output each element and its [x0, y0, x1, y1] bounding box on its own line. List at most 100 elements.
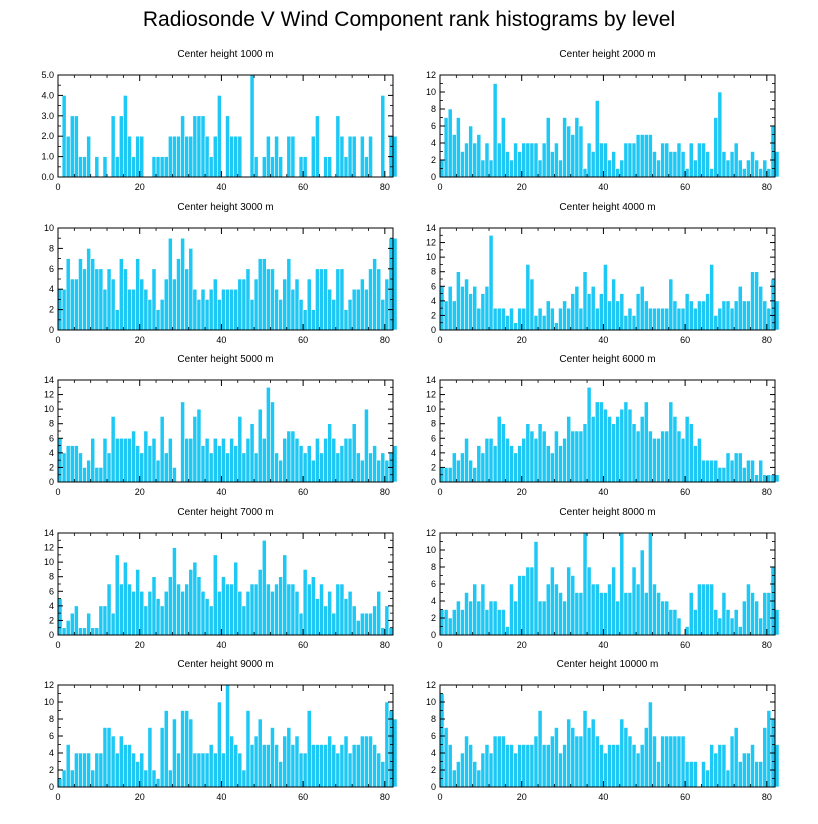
bar: [302, 309, 308, 331]
bar: [131, 590, 136, 636]
bar: [570, 134, 576, 178]
bar: [562, 300, 567, 331]
bar: [82, 627, 87, 636]
bar: [529, 744, 535, 788]
bar: [351, 135, 357, 178]
bar: [90, 769, 96, 788]
bar: [339, 583, 345, 636]
bar: [623, 315, 629, 331]
bar: [439, 609, 445, 636]
bar: [78, 258, 83, 331]
bar: [294, 735, 300, 788]
bar: [102, 727, 108, 788]
bar: [306, 583, 312, 636]
bar: [192, 115, 198, 178]
bar: [688, 761, 694, 788]
bar: [615, 168, 621, 178]
bar: [294, 278, 300, 331]
bar: [492, 307, 498, 331]
bar: [713, 315, 719, 331]
bar: [545, 744, 551, 788]
bar: [468, 459, 473, 483]
bar: [488, 437, 494, 483]
bar: [594, 401, 600, 483]
bar: [168, 769, 173, 788]
bar: [476, 307, 482, 331]
bar: [676, 617, 682, 636]
bar: [302, 156, 308, 178]
bar: [742, 752, 747, 788]
bar: [298, 299, 304, 331]
bar: [127, 744, 132, 788]
bar: [270, 268, 275, 331]
x-tick-label: 60: [680, 487, 690, 497]
bar: [208, 452, 214, 483]
bar: [578, 125, 584, 178]
bar: [139, 590, 145, 636]
bar: [447, 617, 453, 636]
bar: [566, 416, 572, 483]
panel-title: Center height 6000 m: [559, 354, 655, 365]
bar: [172, 467, 177, 483]
x-tick-label: 80: [380, 640, 390, 650]
bar: [742, 168, 747, 178]
bar: [151, 156, 157, 178]
bar: [274, 135, 279, 178]
bar: [351, 744, 357, 788]
y-tick-label: 0: [431, 477, 436, 487]
bar: [627, 592, 633, 636]
bar: [460, 452, 465, 483]
bar: [554, 430, 559, 483]
bar: [315, 268, 320, 331]
bar: [159, 727, 165, 788]
bar: [65, 445, 71, 483]
bar: [500, 117, 506, 178]
bar: [286, 258, 292, 331]
y-tick-label: 0: [431, 630, 436, 640]
bar: [180, 710, 185, 788]
bar: [488, 600, 494, 636]
bar: [315, 437, 320, 483]
bar: [282, 278, 288, 331]
bar: [335, 752, 341, 788]
bar: [750, 744, 755, 788]
bar: [351, 605, 357, 636]
bar: [368, 612, 373, 636]
bar: [278, 156, 283, 178]
bar: [672, 609, 678, 636]
bar: [505, 315, 510, 331]
bar: [729, 735, 735, 788]
bar: [517, 151, 523, 178]
bar: [131, 430, 136, 483]
bar: [762, 474, 768, 483]
x-tick-label: 40: [598, 182, 608, 192]
bar: [541, 430, 547, 483]
bar: [380, 299, 386, 331]
bar: [204, 299, 210, 331]
bar: [392, 135, 398, 178]
bar: [253, 156, 259, 178]
bar: [484, 142, 490, 178]
y-tick-label: 0: [49, 782, 54, 792]
y-tick-label: 2: [49, 305, 54, 315]
bar: [517, 307, 523, 331]
bar: [774, 151, 780, 178]
bar: [586, 727, 592, 788]
bar: [257, 408, 263, 483]
bar: [611, 423, 616, 483]
bar: [717, 467, 723, 483]
bar: [94, 268, 100, 331]
bar: [225, 684, 230, 788]
bar: [500, 307, 506, 331]
bar: [652, 151, 657, 178]
bar: [619, 718, 625, 788]
bar: [278, 761, 283, 788]
bar: [590, 718, 596, 788]
bar: [249, 423, 255, 483]
panel-4: Center height 4000 m 0 20 40 60 80 0 2 4 6 8 10 12 14: [426, 202, 780, 345]
bar: [176, 258, 181, 331]
bar: [257, 569, 263, 636]
bar: [492, 445, 498, 483]
bar: [286, 430, 292, 483]
x-tick-label: 60: [298, 640, 308, 650]
